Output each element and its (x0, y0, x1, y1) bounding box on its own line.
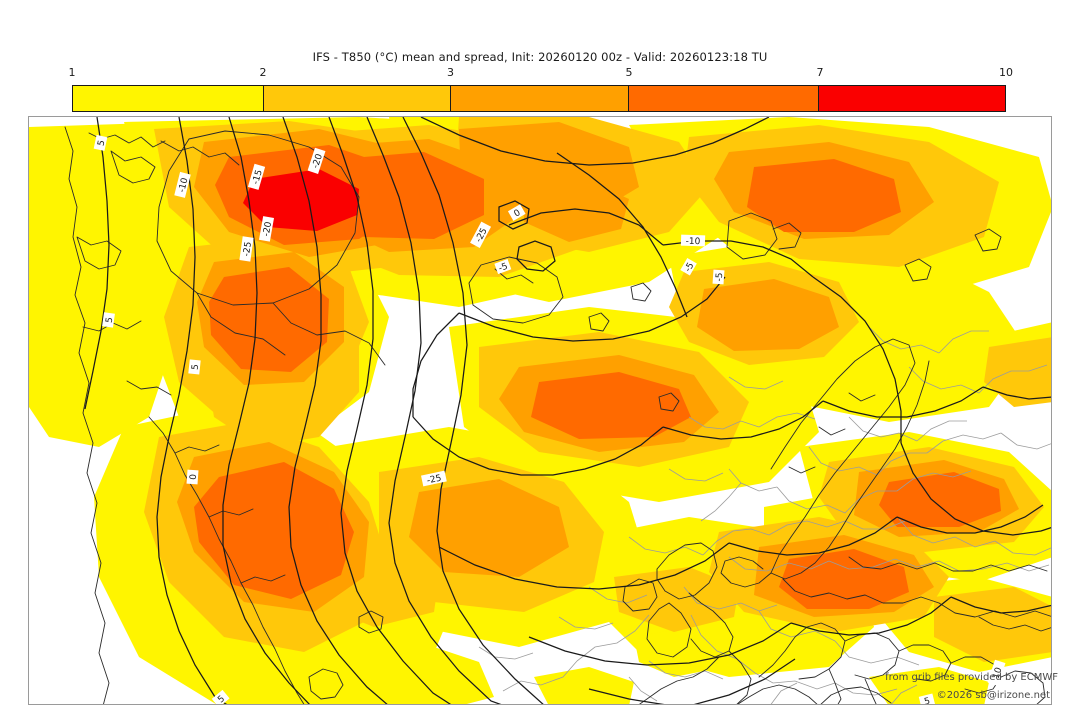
contour-m5-mid-tail (412, 312, 460, 417)
contour-m5-mid (458, 276, 726, 342)
contour-5-south (438, 542, 730, 590)
colorbar-tick-5: 5 (625, 66, 633, 79)
contour-label-5e: 5 (923, 696, 931, 705)
spread-band-7-10 (243, 169, 359, 231)
colorbar-segment-5-7 (628, 86, 820, 111)
contour-labels-layer: 5 5 5 0 -10 (93, 134, 1006, 705)
contour-label-5a: 5 (96, 139, 107, 147)
attribution-copyright: ©2026 sb@irizone.net (936, 690, 1050, 701)
contour-0 (156, 117, 228, 704)
colorbar-segment-2-3 (263, 86, 451, 111)
contour-5-south-c (896, 504, 1044, 534)
contour-0-mid-d (982, 386, 1051, 400)
colorbar-tick-2: 2 (259, 66, 267, 79)
contour-10-south-b (790, 596, 952, 636)
contour-label-m5a: -5 (715, 272, 726, 282)
contour-label-m25b: -25 (426, 474, 442, 487)
contour-branch-b (508, 208, 664, 246)
colorbar-tick-7: 7 (816, 66, 824, 79)
contour-m10-arctic (420, 117, 770, 166)
contour-m10a (282, 117, 388, 704)
contour-m25 (402, 117, 544, 704)
contour-10-south (528, 622, 792, 666)
contour-m5a (222, 117, 310, 704)
contour-label-5d: 5 (216, 694, 227, 705)
contour-label-m5c: -5 (497, 262, 509, 274)
contour-0-mid (412, 416, 664, 476)
contour-m15 (328, 117, 452, 704)
colorbar-segment-3-5 (450, 86, 629, 111)
contour-label-m20: -20 (311, 153, 325, 170)
contour-branch-a (556, 152, 688, 318)
contour-label-m20b: -20 (262, 221, 274, 237)
colorbar: 1 2 3 5 7 10 (69, 66, 1013, 112)
contour-label-m10a: -10 (177, 177, 190, 194)
coastlines-layer (64, 126, 1051, 704)
isotherm-contours-layer (84, 117, 1051, 704)
contour-label-m25a: -25 (242, 241, 254, 257)
contour-label-10: 10 (991, 666, 1004, 680)
spread-shading-layer (29, 117, 1051, 704)
contour-0-mid-c (822, 386, 984, 418)
colorbar-tick-3: 3 (446, 66, 454, 79)
country-borders-layer (478, 326, 1051, 704)
page-title: IFS - T850 (°C) mean and spread, Init: 2… (312, 50, 768, 64)
contour-branch-c (812, 276, 902, 443)
contour-label-m5b: -5 (683, 261, 696, 274)
map-plot-area: 5 5 5 0 -10 (28, 116, 1052, 705)
contour-label-0b: 0 (513, 208, 523, 220)
contour-branch-d (900, 442, 1051, 536)
colorbar-tick-1: 1 (68, 66, 76, 79)
map-canvas: 5 5 5 0 -10 (29, 117, 1051, 705)
contour-label-m10b: -10 (685, 237, 700, 248)
contour-5-west (84, 117, 110, 410)
contour-5-south-b (728, 516, 898, 556)
contour-0-mid-b (662, 400, 824, 440)
contour-m20 (366, 117, 502, 704)
colorbar-tick-labels: 1 2 3 5 7 10 (68, 66, 1014, 82)
contour-label-5b: 5 (105, 317, 116, 324)
attribution-source: from grib files provided by ECMWF (885, 672, 1058, 683)
colorbar-segment-1-2 (73, 86, 264, 111)
colorbar-strip (72, 85, 1006, 112)
colorbar-tick-10: 10 (999, 66, 1013, 79)
contour-label-0a: 0 (189, 474, 199, 481)
contour-label-m15: -15 (251, 169, 265, 186)
colorbar-segment-7-10 (819, 86, 1005, 111)
contour-10-south-c (950, 596, 1051, 614)
contour-label-5c: 5 (191, 364, 202, 371)
